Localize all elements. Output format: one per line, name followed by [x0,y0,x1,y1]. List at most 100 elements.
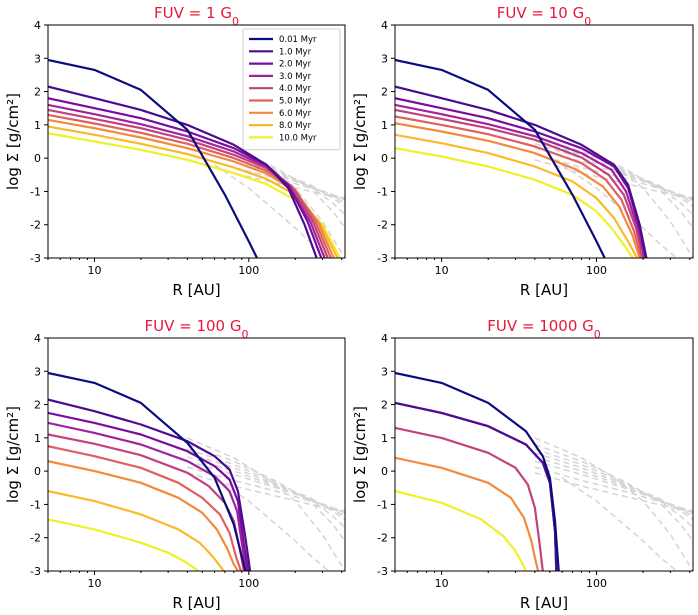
legend-box [242,28,341,151]
legend-label: 6.0 Myr [279,109,312,119]
legend-label: 4.0 Myr [279,84,312,94]
x-tick-label: 100 [238,577,259,590]
reference-curve [561,164,678,258]
y-tick-label: -1 [377,498,388,511]
y-tick-label: 3 [381,365,388,378]
series-line [395,115,643,258]
reference-curve [534,153,693,199]
panel-title-subscript: 0 [242,328,249,341]
panel-title-main: FUV = 1 G [154,4,232,22]
panel-title-subscript: 0 [584,15,591,28]
reference-curve [534,472,693,514]
x-axis-label: R [AU] [172,281,220,299]
y-tick-label: 1 [381,119,388,132]
panel-title: FUV = 100 G0 [145,317,249,341]
reference-curve [187,437,345,571]
series-line [48,58,259,258]
x-tick-label: 100 [586,264,607,277]
series-line [48,371,247,571]
panel-title: FUV = 10 G0 [497,4,591,28]
panel-title-main: FUV = 10 G [497,4,584,22]
y-tick-label: 4 [381,19,388,32]
y-axis-label: log Σ [g/cm²] [351,93,369,190]
series-line [48,398,252,571]
y-tick-label: 4 [381,332,388,345]
panel-title: FUV = 1 G0 [154,4,239,28]
y-tick-label: 1 [34,119,41,132]
legend-label: 0.01 Myr [279,35,317,45]
y-tick-label: 3 [381,52,388,65]
panel-title-main: FUV = 100 G [145,317,242,335]
y-tick-label: -2 [30,532,41,545]
x-axis-label: R [AU] [520,281,568,299]
series-line [395,122,641,258]
reference-curve [187,443,345,542]
reference-curve [534,437,693,571]
y-tick-label: 1 [381,432,388,445]
reference-curve [534,130,693,229]
x-tick-label: 10 [435,264,449,277]
series-line [48,490,225,571]
reference-curve [534,456,693,517]
y-tick-label: 2 [34,399,41,412]
reference-curve [187,466,345,512]
axes-frame [394,24,694,259]
axes-frame [47,337,346,572]
axes-frame [394,337,694,572]
series-line [48,518,200,571]
legend: 0.01 Myr 1.0 Myr 2.0 Myr 3.0 Myr 4.0 Myr 5.0 … [242,28,341,151]
y-tick-label: 2 [381,399,388,412]
y-tick-label: 0 [381,152,388,165]
y-tick-label: 0 [381,465,388,478]
reference-curve [534,139,693,208]
panel-2: -3 -2 -1 0 1 2 3 4 10 100 R [AU] log Σ [g/cm²] FUV =… [351,4,694,299]
x-tick-label: 10 [87,264,101,277]
series-line [395,426,544,571]
plot-area [395,58,693,258]
y-tick-label: 4 [34,332,41,345]
y-tick-label: -3 [30,565,41,578]
legend-label: 10.0 Myr [279,133,317,143]
y-tick-label: 3 [34,52,41,65]
x-tick-label: 100 [586,577,607,590]
y-tick-label: 2 [381,86,388,99]
y-tick-label: 0 [34,152,41,165]
y-axis-label: log Σ [g/cm²] [4,93,22,190]
series-line [48,108,329,258]
panel-title-subscript: 0 [594,328,601,341]
reference-curve [561,477,678,571]
legend-label: 8.0 Myr [279,121,312,131]
reference-curve [534,443,693,542]
reference-curve [187,452,345,521]
x-tick-label: 10 [435,577,449,590]
reference-curve [187,472,345,514]
y-tick-label: -3 [377,252,388,265]
x-tick-label: 10 [87,577,101,590]
y-tick-label: -1 [30,498,41,511]
panel-title-main: FUV = 1000 G [487,317,594,335]
y-tick-label: -2 [377,532,388,545]
y-tick-label: -2 [377,219,388,232]
panel-4: -3 -2 -1 0 1 2 3 4 10 100 R [AU] log Σ [g/cm²] FUV =… [351,317,694,612]
x-tick-label: 100 [238,264,259,277]
series-line [48,445,243,571]
y-tick-label: 0 [34,465,41,478]
reference-curve [534,452,693,521]
series-line [395,85,648,258]
y-tick-label: -3 [30,252,41,265]
series-line [48,411,250,571]
panel-1: -3 -2 -1 0 1 2 3 4 10 100 R [AU] log Σ [g/cm²] FUV =… [4,4,346,299]
reference-curve [214,477,330,571]
reference-curve [214,164,330,258]
series-line [395,490,528,571]
reference-curve [187,456,345,517]
series-line [395,103,646,258]
series-line [48,460,239,571]
series-line [48,103,326,258]
x-axis-label: R [AU] [172,594,220,612]
y-tick-label: 1 [34,432,41,445]
y-tick-label: -3 [377,565,388,578]
legend-label: 5.0 Myr [279,97,312,107]
legend-label: 1.0 Myr [279,47,312,57]
